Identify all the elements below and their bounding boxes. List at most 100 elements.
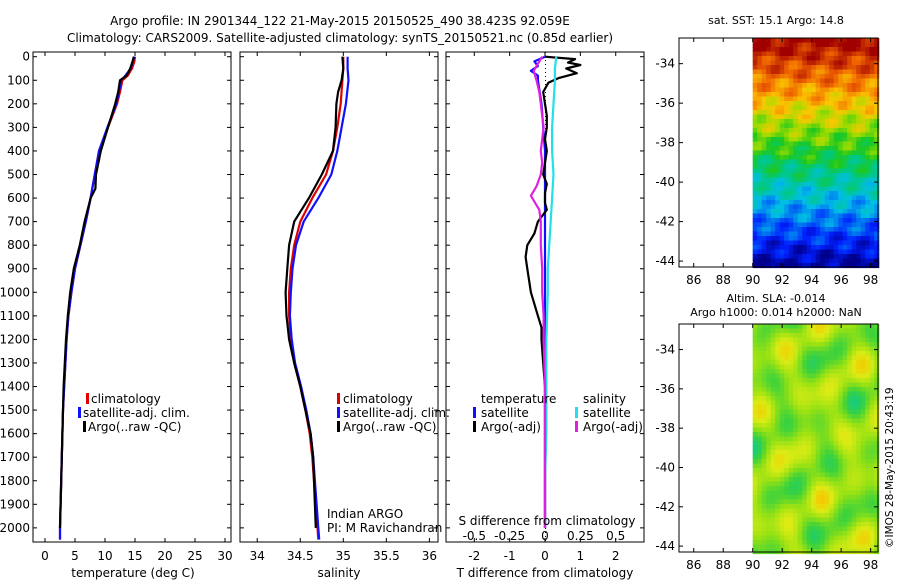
map-y-tick-label: -36 (655, 382, 675, 396)
sst-cell (752, 101, 758, 107)
sla-cell (842, 324, 848, 330)
sst-cell (815, 141, 821, 147)
sla-cell (856, 544, 862, 550)
sla-cell (869, 351, 875, 357)
sst-cell (761, 236, 767, 242)
sla-cell (779, 544, 785, 550)
sst-cell (829, 146, 835, 152)
sla-cell (797, 427, 803, 433)
sst-cell (874, 146, 880, 152)
sst-cell (784, 150, 790, 156)
sla-cell (761, 382, 767, 388)
sst-cell (865, 132, 871, 138)
sla-cell (784, 454, 790, 460)
sst-cell (775, 123, 781, 129)
sla-cell (802, 346, 808, 352)
sst-cell (847, 231, 853, 237)
sst-cell (770, 249, 776, 255)
salinity-x-ticks: 34 34.5 35 35.5 36 (250, 52, 437, 563)
sla-cell (824, 535, 830, 541)
sst-cell (806, 240, 812, 246)
sla-cell (788, 324, 794, 330)
sla-cell (869, 387, 875, 393)
sla-cell (869, 477, 875, 483)
legend-label-temp-satellite: satellite (481, 406, 529, 420)
sst-cell (815, 245, 821, 251)
sst-cell (775, 87, 781, 93)
sla-cell (784, 337, 790, 343)
sla-cell (752, 454, 758, 460)
sst-cell (766, 159, 772, 165)
sst-cell (811, 155, 817, 161)
sst-cell (784, 114, 790, 120)
sst-cell (788, 231, 794, 237)
sla-cell (860, 405, 866, 411)
sla-cell (757, 544, 763, 550)
sla-cell (761, 445, 767, 451)
sla-cell (793, 526, 799, 532)
sst-cell (856, 119, 862, 125)
sla-cell (784, 355, 790, 361)
sst-cell (784, 249, 790, 255)
sst-cell (838, 83, 844, 89)
sst-cell (784, 51, 790, 57)
sst-cell (820, 236, 826, 242)
sla-cell (856, 337, 862, 343)
sla-cell (811, 355, 817, 361)
sla-cell (842, 355, 848, 361)
sst-cell (766, 249, 772, 255)
sst-cell (829, 38, 835, 44)
sst-cell (865, 218, 871, 224)
sla-cell (815, 508, 821, 514)
sst-cell (793, 222, 799, 228)
sla-cell (824, 364, 830, 370)
sla-cell (757, 454, 763, 460)
sst-cell (815, 146, 821, 152)
sla-cell (815, 337, 821, 343)
sst-cell (851, 78, 857, 84)
sla-cell (766, 522, 772, 528)
sla-cell (770, 544, 776, 550)
sla-cell (797, 544, 803, 550)
sst-cell (869, 186, 875, 192)
sst-cell (757, 60, 763, 66)
sla-cell (797, 490, 803, 496)
sst-cell (856, 128, 862, 134)
sla-cell (874, 396, 880, 402)
sst-cell (802, 222, 808, 228)
sla-cell (775, 540, 781, 546)
sst-cell (757, 191, 763, 197)
sst-cell (811, 249, 817, 255)
sst-cell (851, 51, 857, 57)
sst-cell (838, 249, 844, 255)
sst-cell (770, 177, 776, 183)
sla-cell (770, 508, 776, 514)
sla-cell (811, 535, 817, 541)
sla-cell (860, 535, 866, 541)
sst-cell (820, 182, 826, 188)
sst-cell (793, 191, 799, 197)
sla-cell (829, 337, 835, 343)
sst-cell (869, 96, 875, 102)
sst-cell (860, 150, 866, 156)
legend-swatch-argo (337, 421, 340, 432)
sst-cell (770, 87, 776, 93)
sst-cell (788, 164, 794, 170)
sla-cell (779, 414, 785, 420)
sla-cell (869, 544, 875, 550)
sst-cell (815, 65, 821, 71)
sla-cell (824, 508, 830, 514)
sst-cell (824, 69, 830, 75)
sla-cell (793, 364, 799, 370)
sst-cell (766, 38, 772, 44)
sla-cell (851, 477, 857, 483)
sst-cell (869, 245, 875, 251)
sla-cell (820, 342, 826, 348)
sla-cell (874, 513, 880, 519)
sst-cell (797, 200, 803, 206)
sla-cell (788, 418, 794, 424)
sst-cell (770, 159, 776, 165)
sst-cell (788, 200, 794, 206)
sla-cell (788, 499, 794, 505)
sst-cell (788, 245, 794, 251)
